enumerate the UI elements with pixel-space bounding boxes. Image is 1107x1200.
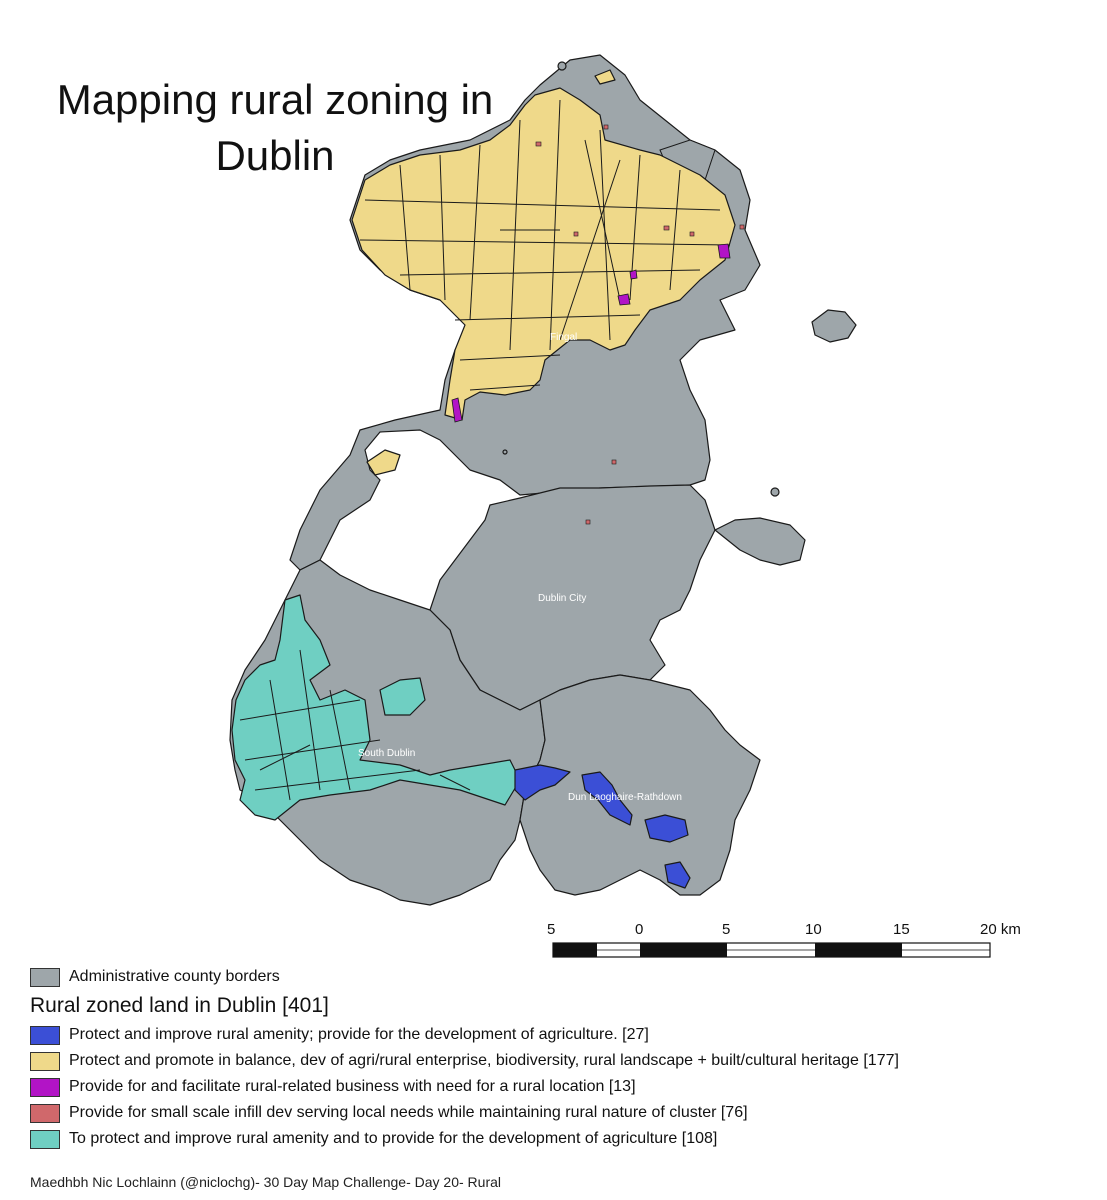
- legend-admin-label: Administrative county borders: [69, 968, 280, 985]
- region-labels: Fingal Dublin City South Dublin Dun Laog…: [358, 332, 682, 803]
- legend-swatch-yellow: [30, 1051, 60, 1071]
- legend-swatch-blue: [30, 1025, 60, 1045]
- scale-label-4: 15: [893, 921, 910, 938]
- region-label-dun-laoghaire-rathdown: Dun Laoghaire-Rathdown: [568, 792, 682, 803]
- credit: Maedhbh Nic Lochlainn (@niclochg)- 30 Da…: [30, 1174, 501, 1190]
- legend-swatch-magenta: [30, 1077, 60, 1097]
- scale-label-0: 5: [547, 921, 555, 938]
- legend-row: To protect and improve rural amenity and…: [30, 1126, 1100, 1152]
- island-lambay: [811, 309, 857, 343]
- zone-magenta: [451, 243, 731, 423]
- legend-swatch-admin: [30, 967, 60, 987]
- legend-swatch-pink: [30, 1103, 60, 1123]
- zone-blue: [514, 764, 691, 889]
- legend-item-label: Protect and improve rural amenity; provi…: [69, 1026, 649, 1043]
- peninsula-howth: [714, 517, 806, 566]
- legend-item-label: Protect and promote in balance, dev of a…: [69, 1052, 899, 1069]
- scale-label-3: 10: [805, 921, 822, 938]
- region-label-south-dublin: South Dublin: [358, 748, 415, 759]
- county-dun-laoghaire-rathdown[interactable]: [519, 674, 761, 896]
- legend-item-label: Provide for small scale infill dev servi…: [69, 1104, 748, 1121]
- legend-item-label: To protect and improve rural amenity and…: [69, 1130, 718, 1147]
- yellow-field-lines: [359, 99, 731, 391]
- teal-field-lines: [239, 649, 471, 801]
- scale-label-2: 5: [722, 921, 730, 938]
- region-label-dublin-city: Dublin City: [538, 593, 586, 604]
- region-label-fingal: Fingal: [550, 332, 577, 343]
- legend-row: Provide for small scale infill dev servi…: [30, 1100, 1100, 1126]
- legend: Administrative county borders Rural zone…: [30, 964, 1100, 1152]
- legend-row: Provide for and facilitate rural-related…: [30, 1074, 1100, 1100]
- legend-item-label: Provide for and facilitate rural-related…: [69, 1078, 636, 1095]
- legend-heading: Rural zoned land in Dublin [401]: [30, 994, 329, 1017]
- legend-row: Protect and improve rural amenity; provi…: [30, 1022, 1100, 1048]
- map-title: Mapping rural zoning in Dublin: [56, 76, 494, 179]
- zone-pink: [535, 124, 745, 525]
- legend-swatch-teal: [30, 1129, 60, 1149]
- legend-row: Protect and promote in balance, dev of a…: [30, 1048, 1100, 1074]
- legend-row-admin: Administrative county borders: [30, 964, 1100, 990]
- scale-bar: 5 0 5 10 15 20 km: [547, 921, 1021, 958]
- zone-teal: [231, 594, 521, 821]
- map-canvas: Fingal Dublin City South Dublin Dun Laog…: [229, 54, 1021, 958]
- scale-label-1: 0: [635, 921, 643, 938]
- scale-label-5: 20 km: [980, 921, 1021, 938]
